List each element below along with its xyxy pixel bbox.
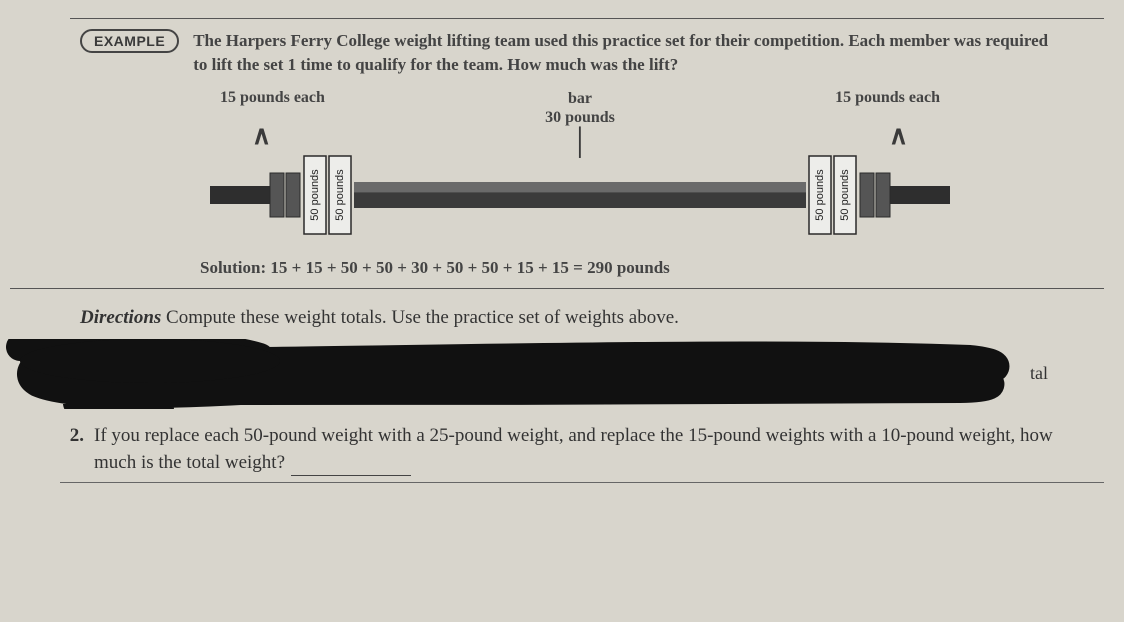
svg-text:50 pounds: 50 pounds bbox=[309, 169, 321, 221]
bar-tick-icon: │ bbox=[571, 135, 589, 148]
question-number: 2. bbox=[60, 423, 84, 476]
svg-text:50 pounds: 50 pounds bbox=[814, 169, 826, 221]
svg-text:50 pounds: 50 pounds bbox=[334, 169, 346, 221]
question-2: 2. If you replace each 50-pound weight w… bbox=[60, 423, 1064, 476]
example-badge: EXAMPLE bbox=[80, 29, 179, 53]
left-plate-label: 15 pounds each bbox=[220, 89, 325, 127]
directions-line: Directions Compute these weight totals. … bbox=[80, 307, 1064, 329]
redaction-fragment: tal bbox=[1030, 363, 1048, 384]
question-text: If you replace each 50-pound weight with… bbox=[94, 423, 1064, 476]
redaction-area: tal bbox=[0, 339, 1094, 409]
barbell-svg: 50 pounds 50 pounds 50 pounds 50 pounds bbox=[210, 150, 950, 240]
right-plate-label: 15 pounds each bbox=[835, 89, 940, 127]
example-block: EXAMPLE The Harpers Ferry College weight… bbox=[80, 29, 1064, 77]
barbell-diagram: 15 pounds each bar 30 pounds 15 pounds e… bbox=[190, 89, 970, 240]
solution-line: Solution: 15 + 15 + 50 + 50 + 30 + 50 + … bbox=[200, 258, 1064, 278]
example-text: The Harpers Ferry College weight lifting… bbox=[193, 29, 1064, 77]
bar-label: bar 30 pounds bbox=[545, 89, 615, 127]
answer-blank[interactable] bbox=[291, 475, 411, 476]
caret-right-icon: ∧ bbox=[889, 129, 908, 142]
caret-left-icon: ∧ bbox=[252, 129, 271, 142]
svg-text:50 pounds: 50 pounds bbox=[839, 169, 851, 221]
